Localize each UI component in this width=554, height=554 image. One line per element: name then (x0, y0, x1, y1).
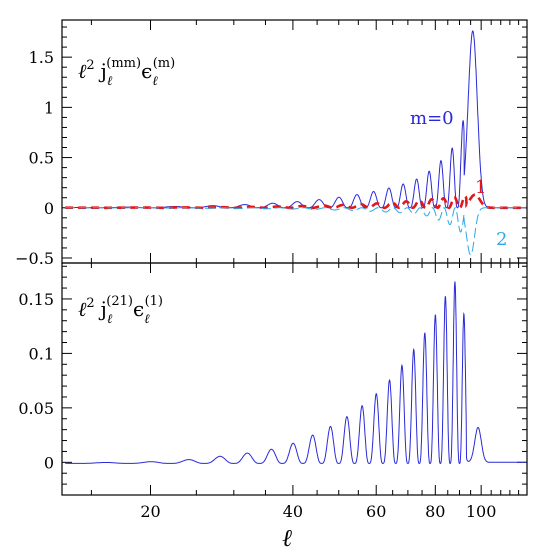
series-label-1: 1 (475, 177, 486, 198)
series-label-m0: m=0 (410, 108, 454, 129)
xtick-label: 80 (425, 502, 445, 521)
top-panel-title: ℓ2 jℓ(mm)ϵℓ(m) (78, 56, 175, 89)
bottom-ytick-label: 0.15 (18, 290, 54, 309)
top-series-group (65, 30, 527, 256)
bottom-ytick-label: 0 (44, 453, 54, 472)
bottom-series-group (65, 281, 527, 464)
bottom-ytick-label: 0.05 (18, 399, 54, 418)
top-series-line-2 (65, 207, 527, 256)
top-series-line-1 (65, 193, 527, 210)
bottom-series-line-0 (65, 281, 527, 464)
bottom-y-axis: 0 0.05 0.1 0.15 (18, 265, 527, 496)
top-ytick-label: 0 (44, 199, 54, 218)
x-axis: 20 40 60 80 100 (90, 20, 520, 521)
xtick-label: 20 (140, 502, 160, 521)
bottom-ytick-label: 0.1 (29, 344, 54, 363)
series-label-2: 2 (496, 229, 507, 250)
top-ytick-label: 0.5 (29, 149, 54, 168)
xtick-label: 100 (466, 502, 497, 521)
top-ytick-label: 1 (44, 98, 54, 117)
top-ytick-label: 1.5 (29, 48, 54, 67)
bottom-panel-frame (61, 262, 528, 496)
bottom-panel-title: ℓ2 jℓ(21)ϵℓ(1) (78, 294, 163, 327)
x-axis-label: ℓ (282, 524, 292, 552)
xtick-label: 40 (283, 502, 303, 521)
top-ytick-label: −0.5 (15, 249, 54, 268)
top-y-axis: −0.5 0 0.5 1 1.5 (15, 26, 527, 268)
xtick-label: 60 (366, 502, 386, 521)
